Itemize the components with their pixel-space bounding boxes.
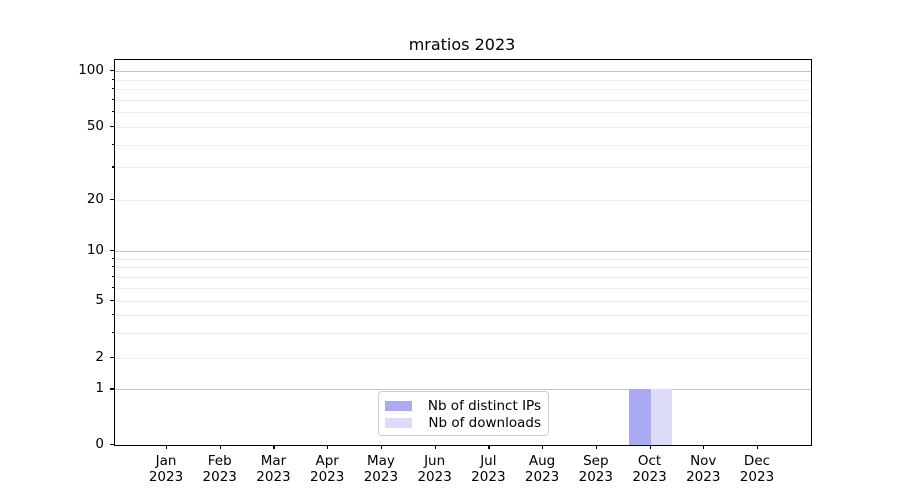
- x-tick-mark-dec: [756, 445, 759, 449]
- y-tick-label-1: 1: [95, 380, 104, 397]
- x-tick-mark-feb: [219, 445, 221, 449]
- minor-gridline: [115, 99, 811, 101]
- y-tick-mark-5: [110, 300, 114, 302]
- minor-gridline: [115, 89, 811, 91]
- x-tick-mark-oct: [649, 445, 651, 449]
- y-minor-tick-mark: [111, 143, 114, 145]
- legend-row-distinct-ips: Nb of distinct IPs: [385, 397, 541, 414]
- minor-gridline: [115, 314, 811, 316]
- y-tick-mark-50: [110, 125, 114, 128]
- x-tick-mark-jan: [166, 445, 168, 449]
- y-tick-label-100: 100: [78, 62, 104, 78]
- bar-distinct-ips-oct: [629, 389, 651, 445]
- minor-gridline: [115, 112, 811, 114]
- y-tick-mark-20: [110, 198, 114, 200]
- bar-downloads-oct: [650, 389, 673, 445]
- legend: Nb of distinct IPs Nb of downloads: [378, 391, 549, 436]
- minor-gridline: [115, 144, 811, 146]
- x-tick-label-nov: Nov 2023: [686, 453, 721, 485]
- y-tick-label-0: 0: [95, 436, 104, 452]
- legend-label-distinct-ips: Nb of distinct IPs: [427, 397, 541, 414]
- y-tick-mark-100: [110, 70, 114, 72]
- x-tick-mark-aug: [542, 445, 544, 449]
- x-tick-label-dec: Dec 2023: [739, 453, 775, 485]
- x-tick-label-apr: Apr 2023: [309, 453, 345, 485]
- x-tick-label-jun: Jun 2023: [417, 453, 452, 485]
- y-minor-tick-mark: [111, 257, 114, 259]
- y-minor-tick-mark: [111, 88, 114, 90]
- x-tick-label-jul: Jul 2023: [471, 453, 506, 485]
- y-tick-label-20: 20: [86, 190, 104, 207]
- x-tick-mark-sep: [595, 445, 597, 449]
- minor-gridline: [115, 276, 811, 278]
- y-tick-mark-0: [110, 444, 114, 446]
- y-minor-tick-mark: [111, 111, 114, 113]
- y-minor-tick-mark: [111, 275, 114, 277]
- minor-gridline: [115, 267, 811, 269]
- x-tick-label-feb: Feb 2023: [202, 453, 237, 485]
- y-tick-mark-10: [110, 250, 114, 252]
- y-tick-mark-1: [110, 388, 114, 390]
- x-tick-mark-apr: [327, 445, 329, 449]
- x-tick-label-aug: Aug 2023: [524, 453, 560, 485]
- legend-swatch-downloads: [385, 417, 412, 428]
- x-tick-mark-jul: [488, 445, 490, 449]
- y-minor-tick-mark: [111, 78, 114, 80]
- y-minor-tick-mark: [111, 331, 114, 333]
- gridline-2: [115, 358, 811, 359]
- gridline-100: [115, 71, 811, 72]
- minor-gridline: [115, 258, 811, 260]
- minor-gridline: [115, 332, 811, 334]
- y-tick-mark-2: [110, 357, 114, 359]
- y-tick-label-10: 10: [86, 242, 104, 258]
- gridline-20: [115, 199, 811, 201]
- gridline-5: [115, 301, 811, 302]
- x-tick-label-jan: Jan 2023: [148, 453, 184, 485]
- y-minor-tick-mark: [111, 286, 114, 289]
- y-tick-label-5: 5: [95, 292, 104, 308]
- minor-gridline: [115, 79, 811, 81]
- legend-label-downloads: Nb of downloads: [428, 414, 541, 431]
- plot-area: [114, 59, 812, 446]
- y-tick-label-50: 50: [86, 117, 104, 134]
- y-minor-tick-mark: [111, 98, 114, 100]
- legend-row-downloads: Nb of downloads: [385, 414, 541, 431]
- x-tick-label-oct: Oct 2023: [632, 453, 667, 485]
- y-tick-label-2: 2: [95, 349, 104, 365]
- gridline-1: [115, 389, 811, 391]
- x-tick-mark-may: [380, 445, 383, 449]
- x-tick-label-sep: Sep 2023: [578, 453, 613, 485]
- y-minor-tick-mark: [111, 166, 114, 168]
- minor-gridline: [115, 287, 811, 289]
- x-tick-label-mar: Mar 2023: [256, 453, 291, 485]
- minor-gridline: [115, 167, 811, 169]
- x-tick-mark-jun: [434, 445, 436, 449]
- x-tick-mark-nov: [703, 445, 705, 449]
- y-minor-tick-mark: [111, 313, 114, 316]
- legend-swatch-distinct-ips: [385, 400, 412, 411]
- x-tick-label-may: May 2023: [363, 453, 399, 485]
- x-tick-mark-mar: [273, 445, 275, 449]
- chart-title: mratios 2023: [408, 35, 516, 54]
- gridline-10: [115, 251, 811, 252]
- y-minor-tick-mark: [111, 266, 114, 268]
- gridline-50: [115, 126, 811, 128]
